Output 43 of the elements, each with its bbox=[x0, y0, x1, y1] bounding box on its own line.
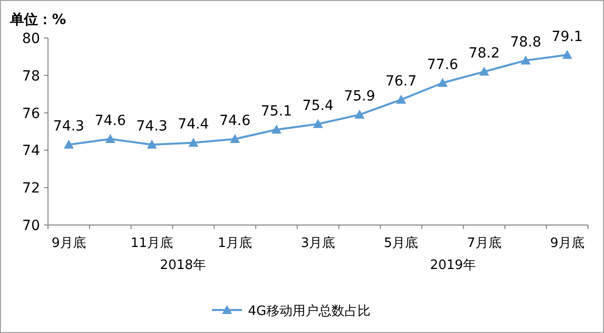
y-tick-label: 76 bbox=[22, 106, 40, 122]
point bbox=[105, 134, 116, 143]
data-label: 79.1 bbox=[552, 28, 583, 45]
x-tick-label: 1月底 bbox=[218, 236, 252, 251]
x-tick-label: 9月底 bbox=[550, 236, 584, 251]
y-tick-label: 74 bbox=[22, 143, 40, 160]
data-label: 75.4 bbox=[302, 98, 334, 114]
point bbox=[562, 50, 572, 59]
point bbox=[520, 55, 531, 64]
point bbox=[396, 94, 406, 104]
x-tick-label: 5月底 bbox=[384, 236, 418, 251]
data-label: 75.1 bbox=[260, 104, 292, 120]
point bbox=[230, 134, 240, 143]
data-label: 78.8 bbox=[510, 34, 542, 50]
data-label: 74.6 bbox=[94, 112, 126, 129]
point bbox=[354, 110, 365, 119]
point bbox=[188, 138, 198, 147]
data-label: 77.6 bbox=[427, 56, 458, 73]
point bbox=[146, 140, 157, 149]
x-tick-label: 11月底 bbox=[130, 236, 174, 251]
y-axis-title: 单位：% bbox=[9, 12, 66, 28]
x-tick-label: 9月底 bbox=[52, 236, 86, 251]
point bbox=[271, 124, 282, 134]
y-tick-label: 80 bbox=[22, 31, 40, 47]
point bbox=[479, 66, 490, 76]
data-label: 78.2 bbox=[468, 46, 500, 62]
x-tick-label: 7月底 bbox=[467, 236, 502, 251]
y-tick-label: 72 bbox=[22, 180, 40, 197]
data-label: 74.4 bbox=[178, 116, 210, 133]
data-label: 74.3 bbox=[53, 118, 84, 135]
data-label: 74.6 bbox=[219, 112, 251, 129]
x-tick-label: 3月底 bbox=[300, 236, 336, 251]
data-label: 76.7 bbox=[385, 74, 417, 90]
y-tick-label: 78 bbox=[22, 68, 40, 84]
text: 2018年 bbox=[160, 258, 206, 273]
data-label: 74.3 bbox=[136, 118, 168, 135]
y-tick-label: 70 bbox=[22, 218, 40, 234]
legend-label: 4G移动用户总数占比 bbox=[248, 304, 370, 319]
point bbox=[64, 140, 74, 149]
point bbox=[438, 78, 448, 87]
text: 2019年 bbox=[430, 258, 476, 273]
point bbox=[313, 119, 323, 128]
data-label: 75.9 bbox=[344, 88, 376, 105]
